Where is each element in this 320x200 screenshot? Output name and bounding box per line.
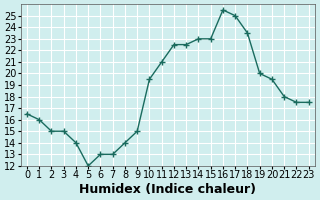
X-axis label: Humidex (Indice chaleur): Humidex (Indice chaleur) bbox=[79, 183, 256, 196]
